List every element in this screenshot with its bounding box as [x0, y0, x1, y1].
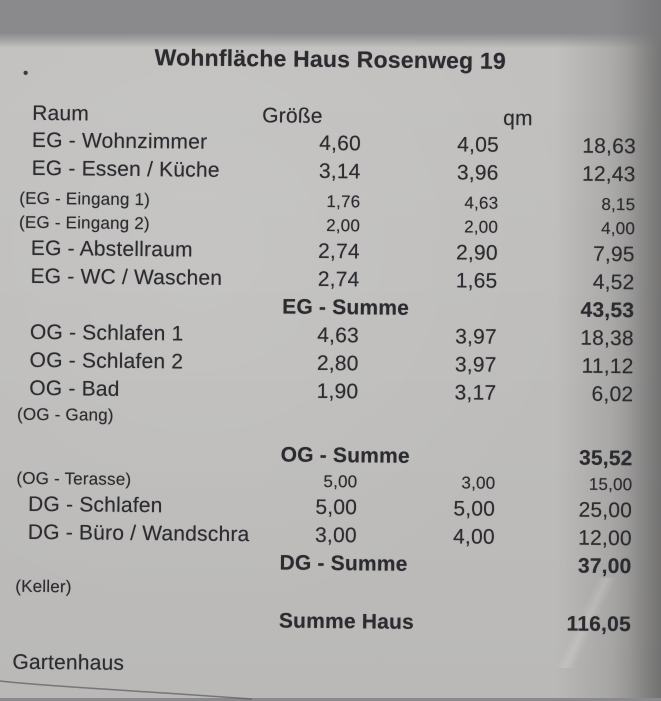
width-value: 1,90: [316, 379, 359, 404]
rooms-table-body: EG - Wohnzimmer 4,60 4,05 18,63 EG - Ess…: [0, 127, 660, 684]
area-value: [479, 654, 616, 683]
column-header-groesse: Größe: [262, 104, 323, 128]
room-label: (OG - Terasse): [16, 468, 132, 489]
paper-crease: [511, 578, 661, 668]
length-value: [356, 578, 494, 603]
room-label: (Keller): [15, 576, 72, 597]
room-label: [27, 547, 257, 577]
pencil-line-mark: [0, 680, 253, 700]
room-label: OG - Schlafen 1: [29, 320, 184, 346]
room-label: (OG - Gang): [16, 404, 114, 425]
stray-dot-mark: [23, 70, 28, 75]
width-value: [259, 405, 358, 430]
column-header-qm: qm: [503, 106, 533, 131]
summe-label: DG - Summe: [279, 551, 408, 576]
room-label: [27, 605, 257, 635]
paper-edge-shadow: [611, 0, 661, 698]
room-label: EG - Abstellraum: [30, 236, 193, 262]
width-value: [257, 577, 356, 602]
room-label: EG - Wohnzimmer: [31, 128, 208, 154]
length-value: 4,00: [452, 525, 495, 549]
width-value: 5,00: [323, 471, 358, 492]
length-value: 4,63: [464, 193, 499, 213]
room-label: EG - WC / Waschen: [30, 264, 223, 290]
room-label: [30, 291, 260, 321]
room-label: DG - Büro / Wandschra: [27, 520, 250, 547]
table-row: Summe Haus 116,05: [0, 605, 655, 640]
width-value: 2,80: [316, 351, 359, 376]
width-value: 4,63: [317, 323, 360, 348]
length-value: 5,00: [453, 497, 496, 521]
length-value: 3,00: [461, 473, 496, 493]
length-value: 3,96: [456, 161, 499, 185]
summe-label: Summe Haus: [278, 609, 415, 634]
length-value: 3,97: [455, 325, 498, 349]
summe-label: OG - Summe: [280, 443, 410, 468]
width-value: 4,60: [319, 131, 362, 156]
document-title: Wohnfläche Haus Rosenweg 19: [154, 44, 507, 74]
table-row: EG - Essen / Küche 3,14 3,96 12,43: [0, 155, 660, 190]
room-label: OG - Bad: [29, 376, 120, 401]
width-value: 2,74: [317, 267, 360, 292]
room-label: [29, 439, 259, 469]
photo-background-strip: [0, 0, 661, 60]
room-label: (EG - Eingang 2): [18, 212, 150, 234]
length-value: [358, 406, 496, 431]
room-label: DG - Schlafen: [28, 492, 163, 518]
length-value: 2,00: [464, 217, 499, 237]
column-header-raum: Raum: [32, 101, 90, 126]
room-label: EG - Essen / Küche: [31, 156, 220, 182]
length-value: 4,05: [457, 133, 500, 157]
width-value: 3,00: [315, 523, 357, 548]
room-label: (EG - Eingang 1): [19, 188, 151, 210]
width-value: 3,14: [318, 159, 361, 184]
width-value: 2,74: [317, 239, 360, 264]
length-value: 3,17: [454, 381, 497, 405]
length-value: 2,90: [455, 241, 498, 265]
width-value: 2,00: [326, 215, 361, 236]
length-value: [341, 652, 479, 681]
width-value: 5,00: [315, 495, 358, 520]
length-value: 1,65: [455, 269, 498, 293]
room-label: OG - Schlafen 2: [29, 348, 184, 374]
width-value: 1,76: [326, 191, 361, 212]
summe-label: EG - Summe: [282, 295, 410, 320]
length-value: 3,97: [454, 353, 497, 377]
